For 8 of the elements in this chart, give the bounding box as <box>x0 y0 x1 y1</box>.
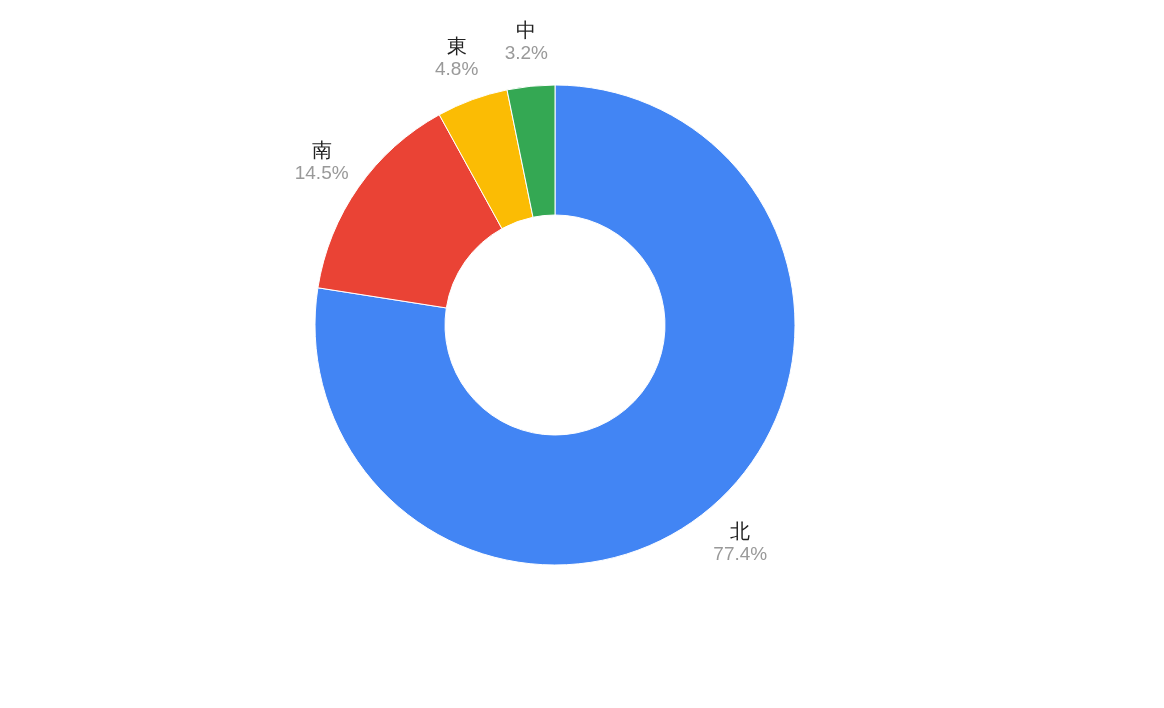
slice-label: 南 <box>311 138 332 163</box>
data-label: 3.2% <box>504 42 549 64</box>
data-label: 77.4% <box>713 542 768 564</box>
slice-label: 東 <box>446 34 467 59</box>
slice-label: 中 <box>516 18 537 43</box>
data-label: 4.8% <box>435 58 479 80</box>
data-label: 14.5% <box>294 162 349 184</box>
slice-label: 北 <box>730 518 751 543</box>
